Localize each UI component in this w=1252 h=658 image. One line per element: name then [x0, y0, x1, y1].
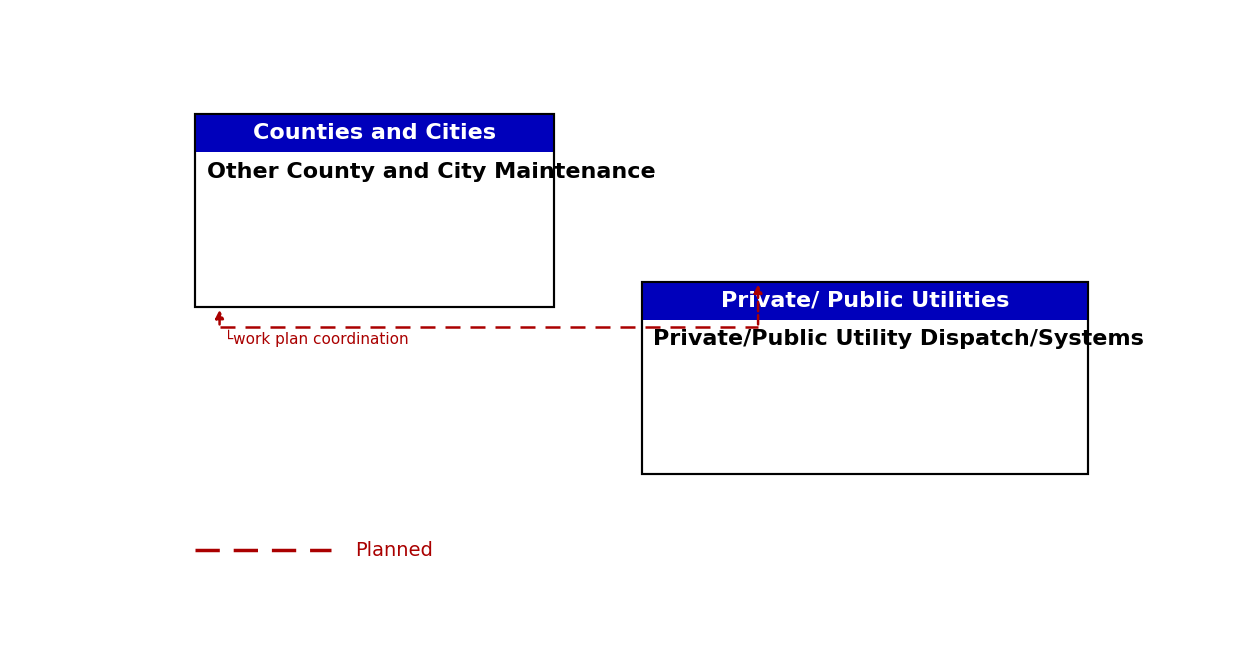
Bar — [641, 282, 1088, 474]
Text: Private/Public Utility Dispatch/Systems: Private/Public Utility Dispatch/Systems — [654, 329, 1144, 349]
Text: Private/ Public Utilities: Private/ Public Utilities — [721, 291, 1009, 311]
Text: Other County and City Maintenance: Other County and City Maintenance — [207, 162, 656, 182]
Text: Planned: Planned — [356, 541, 433, 560]
Bar — [195, 114, 555, 153]
Text: Counties and Cities: Counties and Cities — [253, 124, 496, 143]
Bar — [195, 114, 555, 307]
Bar — [195, 114, 555, 307]
Bar — [641, 282, 1088, 474]
Text: └work plan coordination: └work plan coordination — [224, 330, 409, 347]
Bar — [641, 282, 1088, 320]
